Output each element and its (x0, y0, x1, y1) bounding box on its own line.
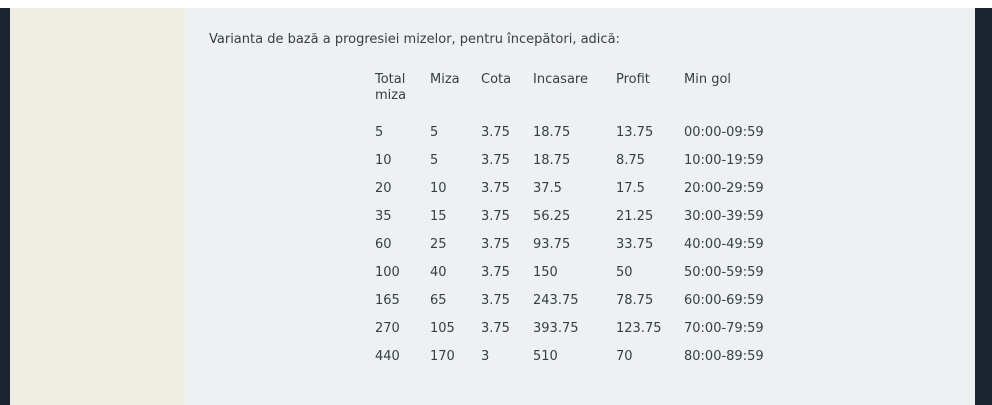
table-cell: 123.75 (616, 320, 662, 336)
table-head: Total miza Miza Cota Incasare Profit Min gol (375, 72, 794, 118)
table-cell: 3.75 (481, 264, 510, 280)
table-cell: 243.75 (533, 292, 579, 308)
table-cell: 3.75 (481, 180, 510, 196)
table-cell: 3.75 (481, 208, 510, 224)
table-cell: 80:00-89:59 (684, 348, 764, 364)
table-row: 20 10 3.75 37.5 17.5 20:00-29:59 (375, 174, 794, 202)
table-cell: 3.75 (481, 152, 510, 168)
table-row: 35 15 3.75 56.25 21.25 30:00-39:59 (375, 202, 794, 230)
table-cell: 3.75 (481, 320, 510, 336)
table-cell: 65 (430, 292, 447, 308)
table-header-cell: Miza (430, 72, 460, 87)
table-cell: 3 (481, 348, 490, 364)
table-cell: 100 (375, 264, 400, 280)
table-cell: 78.75 (616, 292, 654, 308)
table-cell: 60:00-69:59 (684, 292, 764, 308)
table-header-cell: Profit (616, 72, 650, 87)
table-cell: 8.75 (616, 152, 645, 168)
table-body: 5 5 3.75 18.75 13.75 00:00-09:59 10 5 3.75 18.75 8… (375, 118, 794, 370)
table-cell: 18.75 (533, 124, 571, 140)
table-cell: 30:00-39:59 (684, 208, 764, 224)
table-cell: 5 (430, 152, 439, 168)
table-cell: 105 (430, 320, 455, 336)
progression-table: Total miza Miza Cota Incasare Profit Min gol … (375, 72, 794, 370)
table-cell: 13.75 (616, 124, 654, 140)
table-header-cell: Cota (481, 72, 512, 87)
table-header-cell: Total miza (375, 72, 407, 103)
table-cell: 20 (375, 180, 392, 196)
table-cell: 50 (616, 264, 633, 280)
table-row: 60 25 3.75 93.75 33.75 40:00-49:59 (375, 230, 794, 258)
top-band (0, 0, 992, 8)
table-row: 5 5 3.75 18.75 13.75 00:00-09:59 (375, 118, 794, 146)
table-cell: 37.5 (533, 180, 562, 196)
layout-columns: Varianta de bază a progresiei mizelor, p… (0, 8, 992, 405)
table-cell: 170 (430, 348, 455, 364)
table-cell: 35 (375, 208, 392, 224)
table-cell: 70 (616, 348, 633, 364)
table-header-cell: Min gol (684, 72, 732, 87)
table-cell: 25 (430, 236, 447, 252)
table-cell: 5 (375, 124, 384, 140)
table-row: 165 65 3.75 243.75 78.75 60:00-69:59 (375, 286, 794, 314)
table-cell: 10 (430, 180, 447, 196)
table-cell: 440 (375, 348, 400, 364)
table-cell: 40:00-49:59 (684, 236, 764, 252)
right-edge-strip (975, 8, 992, 405)
table-cell: 60 (375, 236, 392, 252)
left-sidebar (10, 8, 185, 405)
left-edge-strip (0, 8, 10, 405)
table-row: 440 170 3 510 70 80:00-89:59 (375, 342, 794, 370)
table-row: 10 5 3.75 18.75 8.75 10:00-19:59 (375, 146, 794, 174)
table-cell: 50:00-59:59 (684, 264, 764, 280)
table-cell: 15 (430, 208, 447, 224)
table-cell: 33.75 (616, 236, 654, 252)
table-cell: 40 (430, 264, 447, 280)
table-cell: 3.75 (481, 124, 510, 140)
table-cell: 5 (430, 124, 439, 140)
table-cell: 00:00-09:59 (684, 124, 764, 140)
table-cell: 510 (533, 348, 558, 364)
table-row: 100 40 3.75 150 50 50:00-59:59 (375, 258, 794, 286)
table-cell: 150 (533, 264, 558, 280)
table-cell: 17.5 (616, 180, 645, 196)
table-cell: 10:00-19:59 (684, 152, 764, 168)
table-header-row: Total miza Miza Cota Incasare Profit Min gol (375, 72, 794, 118)
table-cell: 56.25 (533, 208, 571, 224)
table-cell: 93.75 (533, 236, 571, 252)
table-cell: 165 (375, 292, 400, 308)
table-row: 270 105 3.75 393.75 123.75 70:00-79:59 (375, 314, 794, 342)
table-cell: 20:00-29:59 (684, 180, 764, 196)
table-cell: 393.75 (533, 320, 579, 336)
table-cell: 3.75 (481, 236, 510, 252)
table-cell: 3.75 (481, 292, 510, 308)
main-content: Varianta de bază a progresiei mizelor, p… (185, 8, 975, 405)
table-cell: 21.25 (616, 208, 654, 224)
table-cell: 70:00-79:59 (684, 320, 764, 336)
table-cell: 10 (375, 152, 392, 168)
table-cell: 18.75 (533, 152, 571, 168)
table-header-cell: Incasare (533, 72, 588, 87)
table-cell: 270 (375, 320, 400, 336)
intro-text: Varianta de bază a progresiei mizelor, p… (209, 32, 620, 47)
